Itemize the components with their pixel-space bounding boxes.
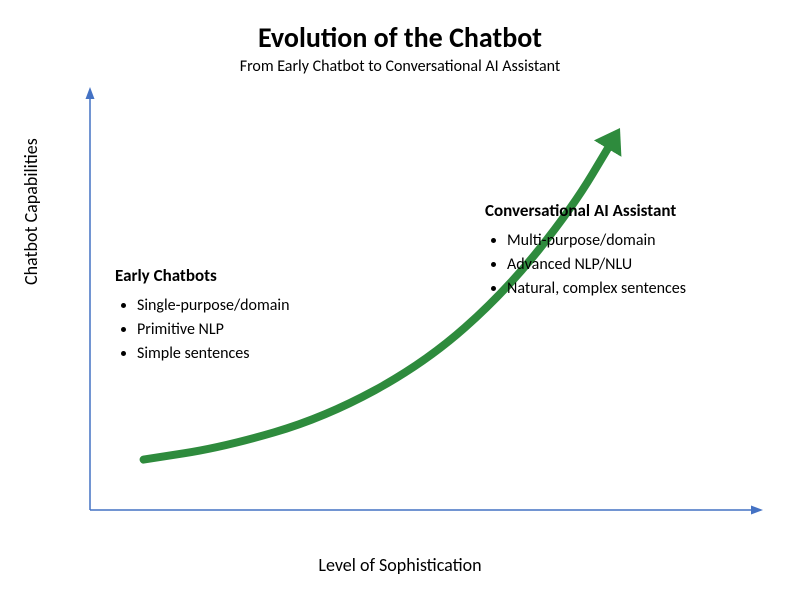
annotation-early-chatbots: Early Chatbots Single-purpose/domain Pri…: [115, 265, 375, 366]
list-item: Natural, complex sentences: [507, 277, 765, 301]
list-item: Multi-purpose/domain: [507, 229, 765, 253]
annotation-ai-title: Conversational AI Assistant: [485, 200, 765, 221]
x-axis-label: Level of Sophistication: [318, 554, 481, 576]
annotation-conversational-ai: Conversational AI Assistant Multi-purpos…: [485, 200, 765, 301]
list-item: Advanced NLP/NLU: [507, 253, 765, 277]
annotation-early-title: Early Chatbots: [115, 265, 375, 286]
annotation-early-list: Single-purpose/domain Primitive NLP Simp…: [137, 294, 375, 366]
list-item: Primitive NLP: [137, 318, 375, 342]
list-item: Single-purpose/domain: [137, 294, 375, 318]
list-item: Simple sentences: [137, 342, 375, 366]
y-axis-label: Chatbot Capabilities: [20, 138, 42, 285]
annotation-ai-list: Multi-purpose/domain Advanced NLP/NLU Na…: [507, 229, 765, 301]
